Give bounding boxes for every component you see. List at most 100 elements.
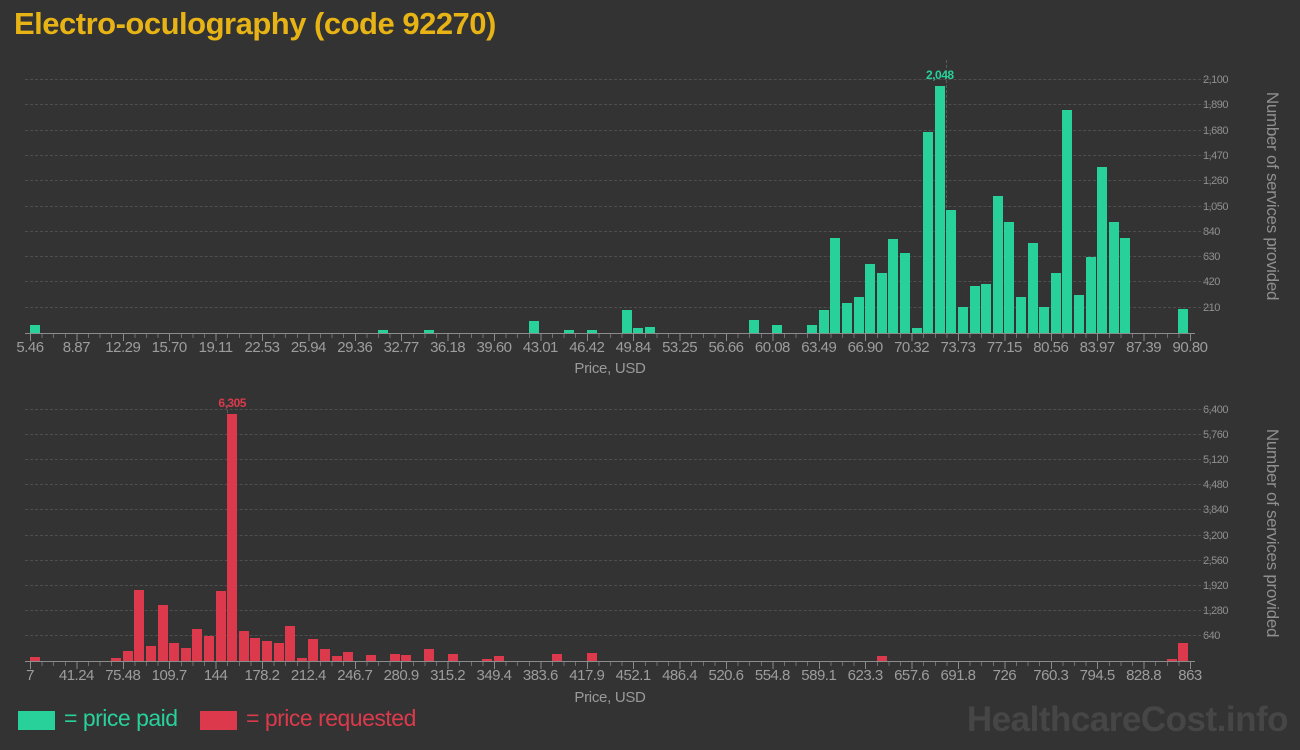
gridline	[25, 559, 1211, 561]
x-axis-tick-label: 66.90	[847, 339, 884, 356]
y-axis-tick-label: 2,560	[1203, 554, 1229, 567]
price-requested-bar	[586, 652, 597, 661]
price-requested-bar	[111, 657, 122, 661]
price-paid-bar	[621, 310, 632, 333]
x-axis-tick-label: 83.97	[1079, 339, 1116, 356]
gridline	[25, 256, 1211, 258]
y-axis-tick-label: 840	[1203, 225, 1220, 238]
gridline	[25, 129, 1211, 131]
watermark: HealthcareCost.info	[966, 700, 1289, 739]
price-requested-bar	[1178, 642, 1189, 661]
price-paid-bar	[981, 284, 992, 333]
price-paid-bar	[934, 86, 945, 333]
price-paid-bar	[818, 309, 829, 333]
price-paid-bar	[563, 330, 574, 333]
x-axis-tick-label: 63.49	[801, 339, 837, 356]
price-requested-bar	[169, 642, 180, 661]
peak-value-label: 6,305	[218, 395, 246, 410]
x-axis-tick-label: 7	[26, 667, 34, 684]
price-requested-bar	[285, 626, 296, 661]
paid-legend-label[interactable]: = price paid	[64, 705, 178, 731]
x-axis-tick-label: 32.77	[383, 339, 420, 356]
price-requested-bar	[482, 659, 493, 661]
price-paid-bar	[992, 195, 1003, 333]
x-axis-tick-label: 589.1	[801, 667, 837, 684]
x-axis-tick-label: 12.29	[105, 339, 141, 356]
x-axis-title: Price, USD	[574, 689, 646, 706]
x-axis-tick-label: 22.53	[244, 339, 280, 356]
price-paid-bar	[1016, 296, 1026, 333]
price-requested-bar	[134, 590, 145, 661]
requested-legend-label[interactable]: = price requested	[246, 705, 416, 731]
price-requested-bar	[331, 655, 342, 661]
price-paid-bar	[830, 237, 841, 333]
gridline	[25, 79, 1211, 80]
x-axis-tick-label: 73.73	[940, 339, 976, 356]
x-axis-tick-label: 794.5	[1079, 667, 1116, 684]
price-requested-bar	[552, 653, 562, 661]
x-axis-tick-label: 49.84	[615, 339, 652, 356]
price-paid-bar	[969, 286, 980, 333]
x-axis-tick-label: 178.2	[244, 667, 280, 684]
x-axis-tick-label: 29.36	[337, 339, 373, 356]
x-axis-tick-label: 486.4	[662, 667, 698, 684]
x-axis-tick-label: 863	[1178, 667, 1202, 684]
price-paid-bar	[1108, 222, 1119, 333]
y-axis-tick-label: 6,400	[1203, 404, 1229, 416]
plot-area: 2,048	[25, 60, 1211, 334]
y-axis-title: Number of services provided	[1263, 91, 1282, 301]
price-requested-bar	[494, 656, 504, 661]
price-requested-bar	[227, 413, 238, 661]
price-paid-bar	[900, 252, 910, 333]
x-axis-tick-label: 657.6	[894, 667, 930, 684]
x-axis-tick-label: 246.7	[337, 667, 373, 684]
price-paid-bar	[853, 297, 864, 333]
gridline	[25, 534, 1211, 536]
y-axis-tick-label: 1,260	[1203, 175, 1229, 188]
price-paid-bar	[1085, 257, 1096, 333]
median-marker-line	[946, 60, 948, 333]
peak-value-label: 2,048	[926, 68, 954, 83]
price-paid-bar	[888, 239, 899, 333]
price-requested-bar	[308, 639, 319, 661]
x-axis-tick-label: 5.46	[16, 339, 44, 356]
price-requested-bar	[296, 658, 307, 661]
requested-legend-swatch[interactable]	[200, 711, 237, 730]
gridline	[25, 434, 1211, 436]
price-paid-bar	[876, 273, 887, 333]
price-requested-bar	[447, 653, 458, 661]
price-paid-bar	[644, 326, 655, 333]
x-axis-tick-label: 144	[203, 667, 228, 684]
price-requested-bar	[876, 655, 887, 661]
x-axis-tick-label: 60.08	[754, 339, 791, 356]
plot-area: 6,305	[25, 396, 1211, 662]
y-axis-tick-labels: 210 420 630 840 1,050 1,260 1,470 1,680 1,890 2,1…	[1203, 60, 1263, 333]
gridline	[25, 154, 1211, 156]
y-axis-tick-label: 1,920	[1203, 579, 1229, 592]
x-axis-tick-label: 75.48	[105, 667, 141, 684]
x-axis-tick-label: 828.8	[1126, 667, 1162, 684]
x-axis-tick-labels: 7 41.24 75.48 109.7 144 178.2 212.4 246.7 280.9 3…	[25, 667, 1202, 684]
x-axis-tick-labels: 5.46 8.87 12.29 15.70 19.11 22.53 25.94 29.36 32…	[16, 339, 1208, 356]
gridline	[25, 609, 1211, 611]
y-axis-tick-label: 210	[1203, 301, 1220, 314]
price-paid-bar	[1062, 110, 1073, 333]
price-paid-bar	[1178, 308, 1189, 333]
price-requested-bar	[1166, 659, 1177, 661]
y-axis-tick-label: 3,840	[1203, 504, 1229, 517]
y-axis-tick-label: 4,480	[1203, 479, 1229, 492]
price-requested-bar	[401, 654, 412, 661]
x-axis-tick-label: 15.70	[151, 339, 188, 356]
x-axis-tick-label: 80.56	[1033, 339, 1069, 356]
gridline	[25, 409, 1211, 410]
x-axis-tick-label: 39.60	[476, 339, 512, 356]
y-axis-tick-label: 5,760	[1203, 429, 1229, 442]
gridline	[25, 484, 1211, 486]
paid-legend-swatch[interactable]	[18, 711, 55, 730]
price-paid-bar	[946, 210, 957, 333]
price-paid-bar	[528, 320, 539, 333]
price-paid-bar	[1120, 237, 1131, 333]
price-paid-bar	[772, 325, 783, 333]
gridline	[25, 180, 1211, 182]
y-axis-tick-label: 5,120	[1203, 454, 1229, 467]
